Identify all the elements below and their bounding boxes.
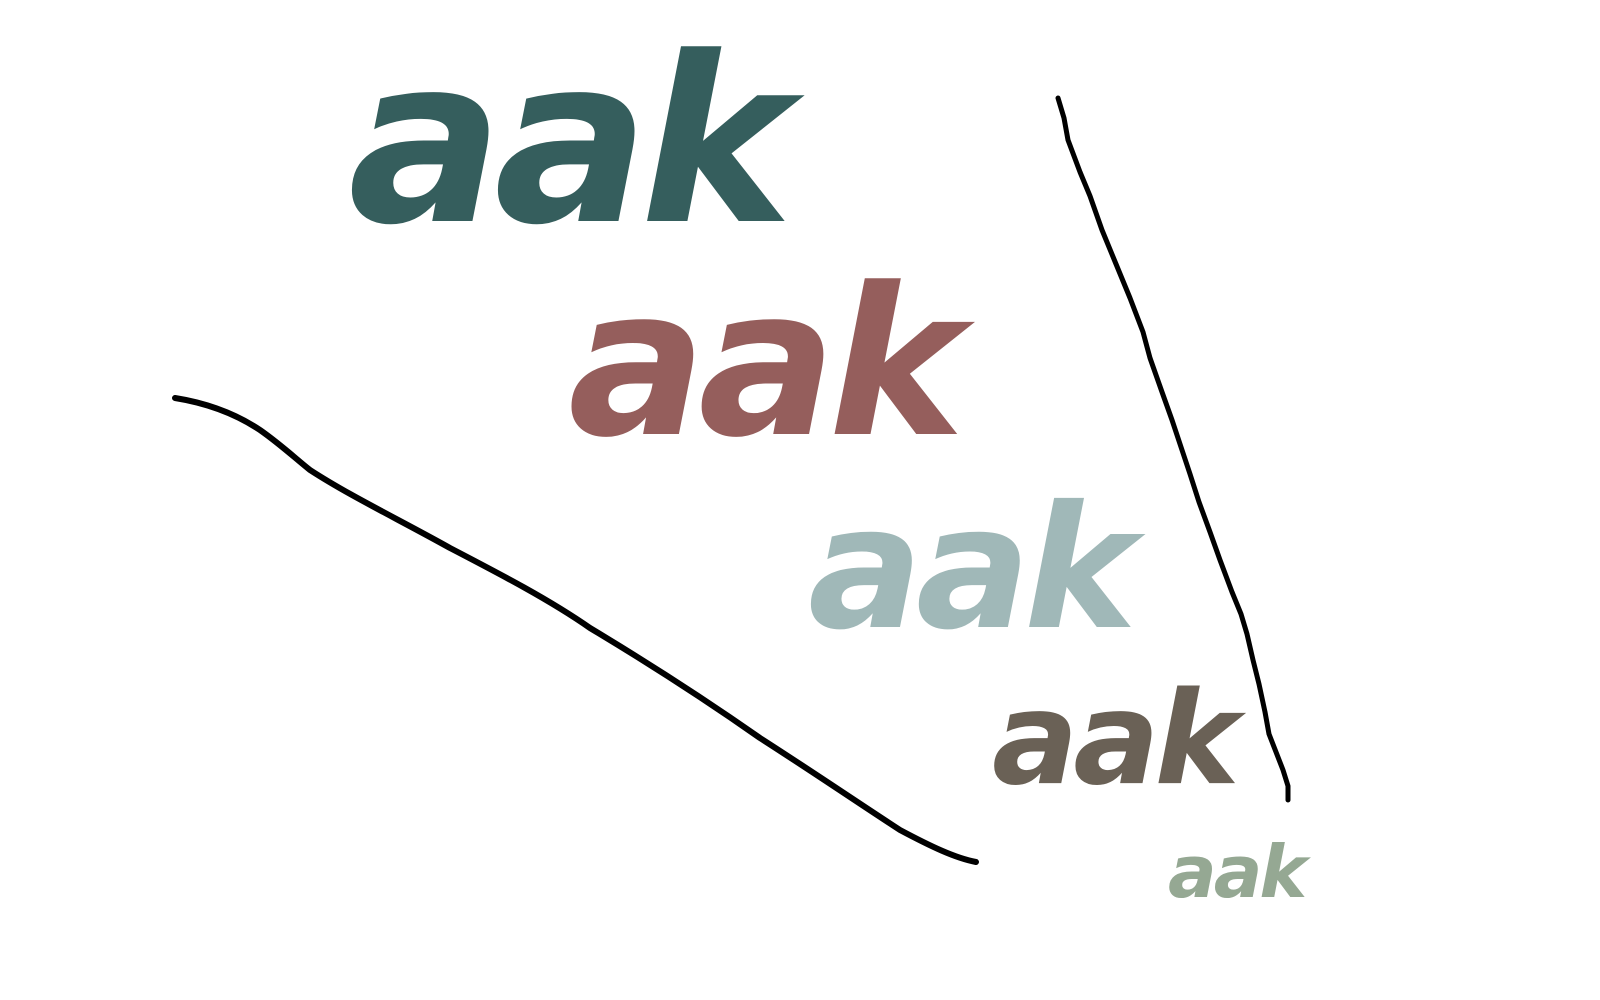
aak-word-2: aak [568,245,965,483]
aak-word-4: aak [992,665,1240,814]
aak-word-1: aak [348,9,793,276]
aak-word-5: aak [1168,830,1307,914]
aak-word-3: aak [808,470,1137,668]
